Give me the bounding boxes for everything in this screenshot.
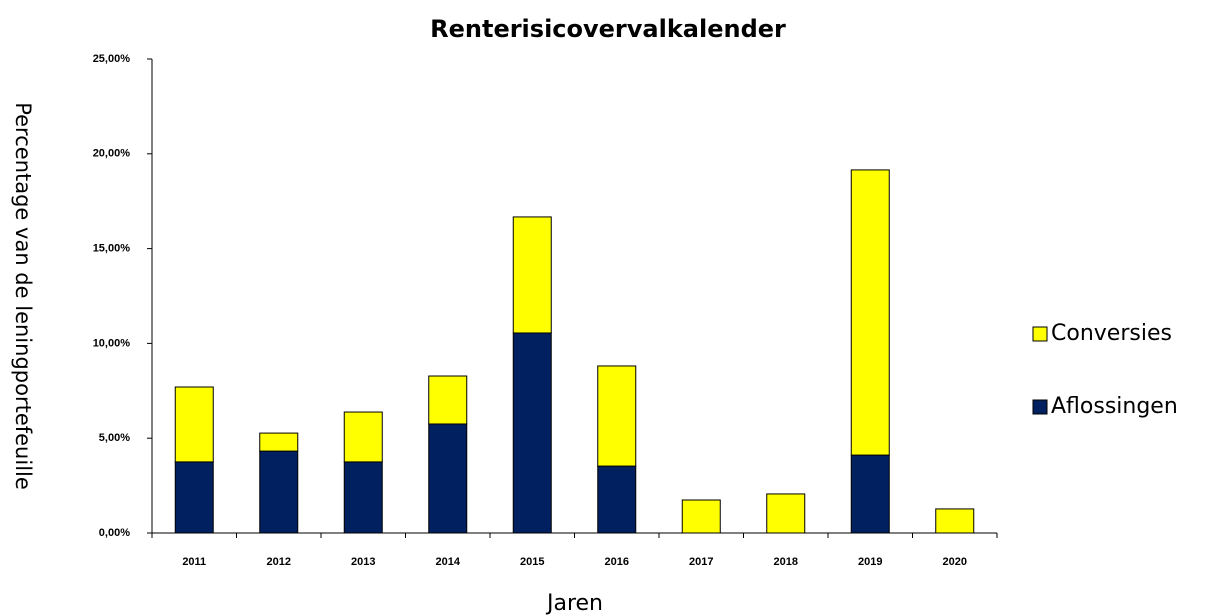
bar-segment [850,169,890,456]
bar-segment [512,216,552,334]
bar-segment [259,432,299,452]
x-tick-label: 2011 [182,556,206,568]
x-axis-label: Jaren [545,591,603,616]
x-tick-label: 2019 [858,556,882,568]
bar-segment [428,375,468,425]
y-axis-label: Percentage van de leningportefeuille [11,102,35,490]
legend-swatch [1032,399,1048,415]
legend-swatch [1032,326,1048,342]
bar-segment [681,499,721,534]
legend-label: Aflossingen [1051,394,1178,419]
bar-segment [428,423,468,534]
bar-segment [850,454,890,534]
bar-segment [597,365,637,467]
bar-segment [174,386,214,463]
bar-segment [259,450,299,534]
y-tick-label: 25,00% [93,53,131,65]
x-tick-label: 2013 [351,556,375,568]
legend-label: Conversies [1051,321,1172,346]
x-tick-label: 2018 [774,556,798,568]
x-tick-label: 2016 [605,556,629,568]
bar-segment [597,465,637,534]
x-tick-label: 2014 [436,556,461,568]
bar-segment [935,508,975,534]
x-tick-label: 2020 [943,556,967,568]
bar-segment [343,461,383,534]
y-tick-label: 15,00% [93,243,131,255]
y-tick-label: 10,00% [93,337,131,349]
y-tick-label: 0,00% [99,527,130,539]
bar-segment [766,493,806,534]
y-tick-label: 20,00% [93,148,131,160]
bar-segment [512,332,552,534]
x-tick-label: 2015 [520,556,544,568]
bar-segment [174,461,214,534]
y-tick-label: 5,00% [99,432,130,444]
x-tick-label: 2017 [689,556,713,568]
bar-segment [343,411,383,463]
chart-title: Renterisicovervalkalender [430,15,786,43]
x-tick-label: 2012 [267,556,291,568]
